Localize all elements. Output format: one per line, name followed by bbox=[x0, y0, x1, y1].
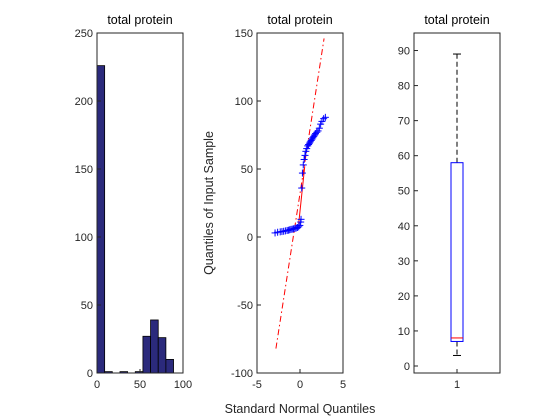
y-tick-label: 150 bbox=[235, 28, 253, 40]
y-tick-label: 80 bbox=[398, 81, 410, 93]
qqplot-y-ticks: -100 -50 0 50 100 150 bbox=[231, 28, 261, 380]
qqplot-point bbox=[315, 124, 323, 132]
qqplot-point bbox=[299, 161, 307, 169]
boxplot-axes-box bbox=[413, 32, 501, 374]
y-tick-label: 0 bbox=[247, 232, 253, 244]
qqplot-points bbox=[271, 113, 329, 237]
boxplot-x-ticks: 1 bbox=[454, 369, 460, 391]
y-tick-label: 50 bbox=[81, 300, 93, 312]
qqplot-point bbox=[301, 151, 309, 159]
y-tick-label: 40 bbox=[398, 221, 410, 233]
qqplot-solid-line bbox=[298, 166, 306, 224]
x-tick-label: 50 bbox=[134, 379, 146, 391]
histogram-x-ticks: 0 50 100 bbox=[94, 369, 192, 391]
qqplot-ylabel: Quantiles of Input Sample bbox=[202, 131, 216, 275]
y-tick-label: 10 bbox=[398, 326, 410, 338]
y-tick-label: 30 bbox=[398, 256, 410, 268]
histogram-axes-box bbox=[96, 32, 184, 374]
qqplot-point bbox=[298, 184, 306, 192]
x-tick-label: 1 bbox=[454, 379, 460, 391]
histogram-title: total protein bbox=[107, 13, 172, 27]
histogram-y-ticks: 0 50 100 150 200 250 bbox=[75, 28, 101, 380]
y-tick-label: 90 bbox=[398, 46, 410, 58]
qqplot-point bbox=[296, 221, 304, 229]
histogram-bar bbox=[96, 65, 106, 374]
qqplot-point bbox=[321, 113, 329, 121]
y-tick-label: 50 bbox=[241, 164, 253, 176]
boxplot-box bbox=[450, 53, 464, 356]
boxplot-panel: total protein 1 0 10 20 30 40 50 60 70 80 90 bbox=[398, 13, 501, 391]
histogram-bar bbox=[165, 358, 174, 374]
histogram-bars bbox=[96, 65, 174, 374]
qqplot-point bbox=[300, 155, 308, 163]
qqplot-point bbox=[298, 169, 306, 177]
y-tick-label: 200 bbox=[75, 96, 93, 108]
y-tick-label: 250 bbox=[75, 28, 93, 40]
x-tick-label: -5 bbox=[252, 379, 262, 391]
boxplot-iqr-box bbox=[450, 162, 464, 342]
y-tick-label: 70 bbox=[398, 116, 410, 128]
qqplot-title: total protein bbox=[267, 13, 332, 27]
y-tick-label: 50 bbox=[398, 186, 410, 198]
shared-xlabel: Standard Normal Quantiles bbox=[225, 402, 376, 416]
qqplot-reference-lines bbox=[275, 38, 325, 349]
x-tick-label: 0 bbox=[94, 379, 100, 391]
qqplot-point bbox=[320, 115, 328, 123]
y-tick-label: 60 bbox=[398, 151, 410, 163]
y-tick-label: 0 bbox=[87, 368, 93, 380]
y-tick-label: 100 bbox=[235, 96, 253, 108]
y-tick-label: 20 bbox=[398, 291, 410, 303]
qqplot-x-ticks: -5 0 5 bbox=[252, 369, 346, 391]
histogram-bar bbox=[157, 337, 167, 374]
histogram-panel: total protein 0 50 100 0 50 100 150 200 250 bbox=[75, 13, 193, 391]
qqplot-axes-box bbox=[256, 32, 344, 374]
y-tick-label: -100 bbox=[231, 368, 253, 380]
y-tick-label: -50 bbox=[237, 300, 253, 312]
qqplot-point bbox=[313, 128, 321, 136]
histogram-bar bbox=[142, 335, 151, 374]
qqplot-dashed-line bbox=[275, 38, 325, 349]
x-tick-label: 100 bbox=[174, 379, 192, 391]
x-tick-label: 5 bbox=[340, 379, 346, 391]
y-tick-label: 150 bbox=[75, 164, 93, 176]
boxplot-title: total protein bbox=[424, 13, 489, 27]
y-tick-label: 0 bbox=[404, 361, 410, 373]
boxplot-y-ticks: 0 10 20 30 40 50 60 70 80 90 bbox=[398, 46, 418, 373]
histogram-bar bbox=[150, 319, 159, 374]
x-tick-label: 0 bbox=[297, 379, 303, 391]
y-tick-label: 100 bbox=[75, 232, 93, 244]
qqplot-point bbox=[297, 215, 305, 223]
qqplot-point bbox=[295, 223, 303, 231]
